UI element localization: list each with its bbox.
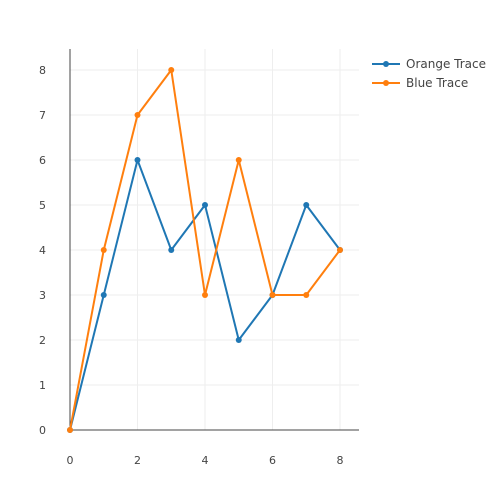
legend-label: Orange Trace	[406, 57, 486, 71]
x-tick-label: 6	[269, 454, 276, 467]
y-axis-ticks: 0 1 2 3 4 5 6 7 8	[39, 64, 46, 437]
data-point	[236, 337, 242, 343]
x-tick-label: 2	[134, 454, 141, 467]
data-point	[101, 292, 107, 298]
y-tick-label: 1	[39, 379, 46, 392]
data-point	[101, 247, 107, 253]
x-axis-ticks: 0 2 4 6 8	[67, 454, 344, 467]
x-tick-label: 8	[337, 454, 344, 467]
x-tick-label: 0	[67, 454, 74, 467]
data-point	[135, 157, 141, 163]
data-point	[270, 292, 276, 298]
legend-marker-icon	[383, 61, 389, 67]
data-point	[135, 112, 141, 118]
y-tick-label: 7	[39, 109, 46, 122]
legend-item-2[interactable]: Blue Trace	[372, 76, 468, 90]
legend-label: Blue Trace	[406, 76, 468, 90]
data-point	[337, 247, 343, 253]
y-tick-label: 0	[39, 424, 46, 437]
data-point	[236, 157, 242, 163]
data-point	[168, 67, 174, 73]
y-tick-label: 8	[39, 64, 46, 77]
data-point	[303, 202, 309, 208]
data-point	[168, 247, 174, 253]
y-tick-label: 4	[39, 244, 46, 257]
x-tick-label: 4	[202, 454, 209, 467]
y-tick-label: 3	[39, 289, 46, 302]
legend-item-1[interactable]: Orange Trace	[372, 57, 486, 71]
legend[interactable]: Orange Trace Blue Trace	[372, 57, 486, 90]
y-tick-label: 6	[39, 154, 46, 167]
y-tick-label: 2	[39, 334, 46, 347]
data-point	[202, 292, 208, 298]
data-point	[202, 202, 208, 208]
y-tick-label: 5	[39, 199, 46, 212]
legend-marker-icon	[383, 80, 389, 86]
data-point	[303, 292, 309, 298]
data-point	[67, 427, 73, 433]
